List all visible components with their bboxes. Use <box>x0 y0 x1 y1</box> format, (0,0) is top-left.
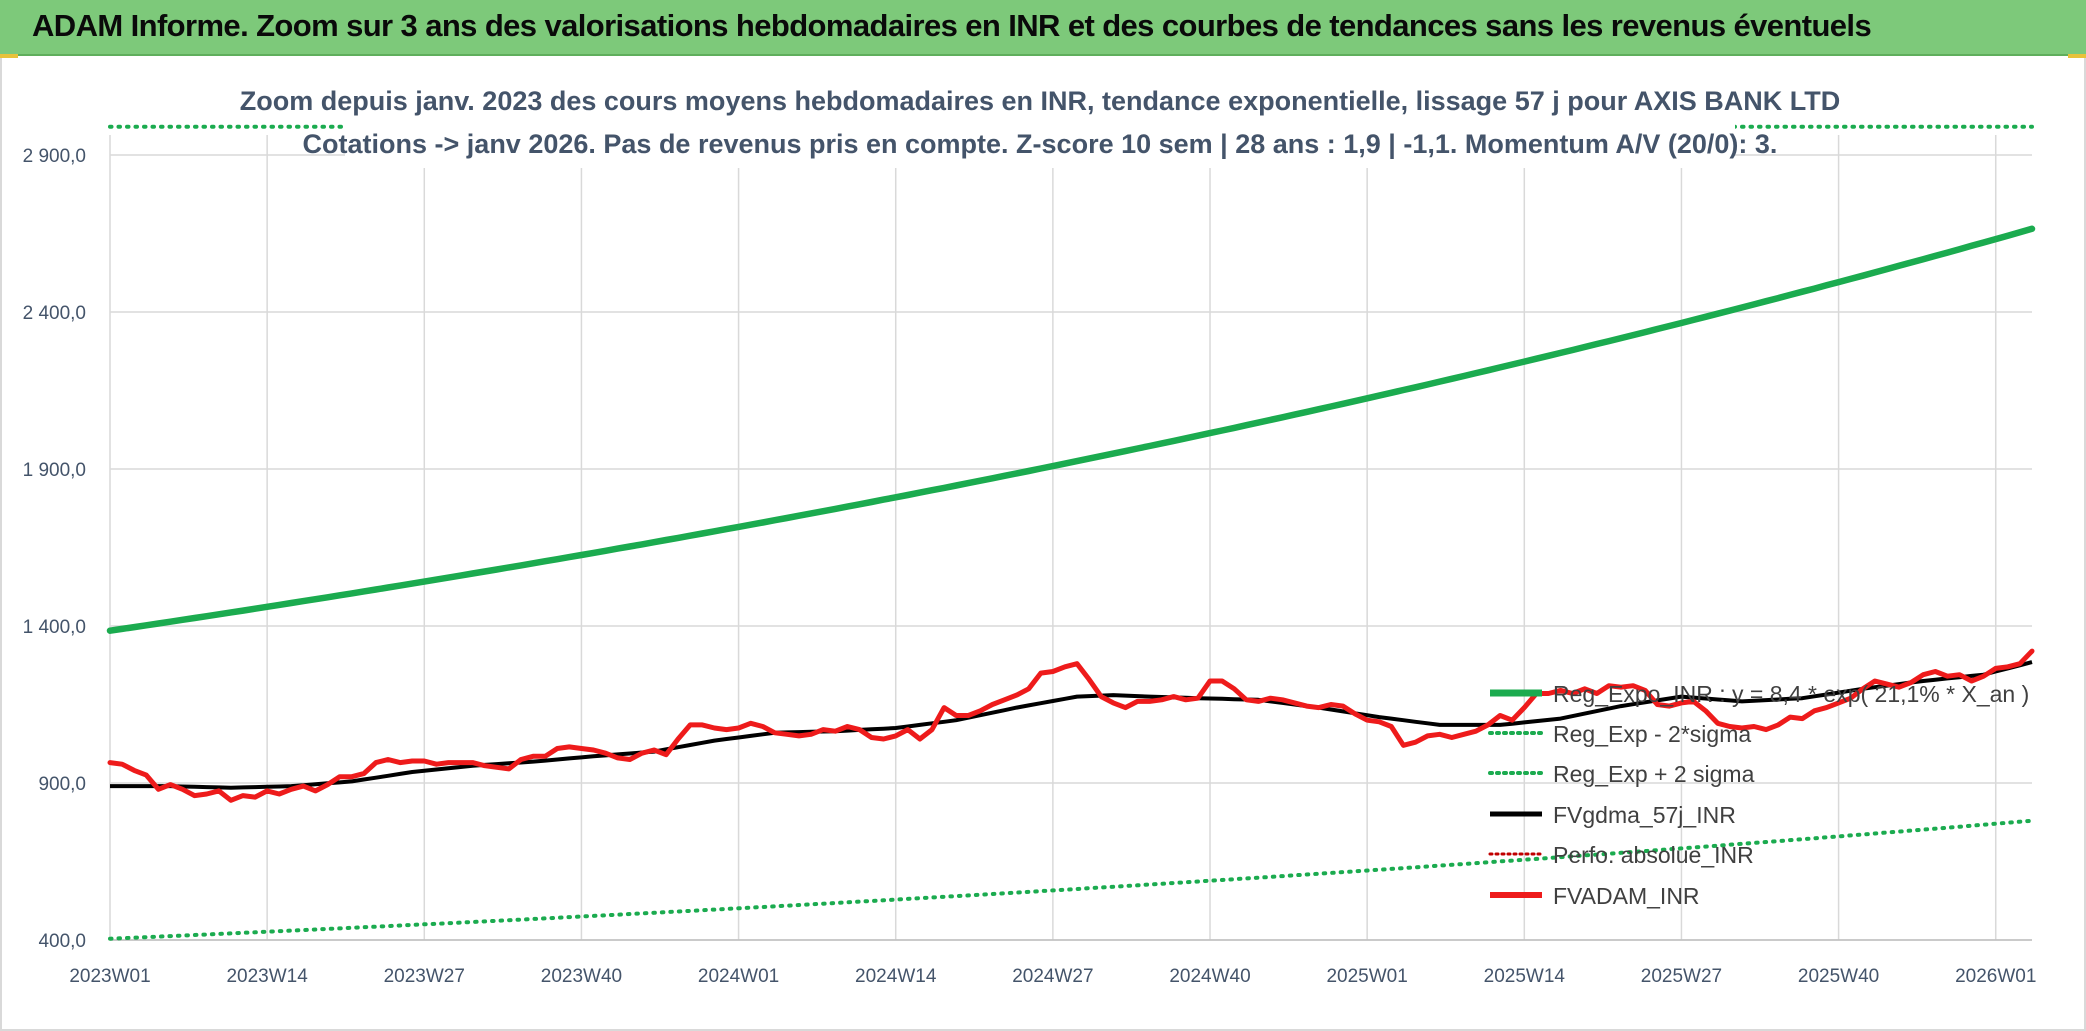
x-tick-label: 2023W40 <box>541 966 622 987</box>
legend-label-fvadam: FVADAM_INR <box>1553 883 1700 909</box>
series-fvgdma-57j <box>110 660 2033 790</box>
y-axis: 400,0 900,0 1 400,0 1 900,0 2 400,0 2 900,0 <box>23 146 86 952</box>
y-tick-label: 400,0 <box>38 931 86 952</box>
corner-accent-left <box>0 54 18 58</box>
legend-label-reg-expo: Reg_Expo_INR : y = 8,4 * exp( 21,1% * X_… <box>1553 681 2029 707</box>
x-axis: 2023W01 2023W14 2023W27 2023W40 2024W01 2024W… <box>69 939 2036 987</box>
series-reg-exp-minus-2sigma <box>108 818 2034 941</box>
chart-title-line-2: Cotations -> janv 2026. Pas de revenus p… <box>303 129 1778 159</box>
y-tick-label: 1 400,0 <box>23 617 86 638</box>
x-tick-label: 2023W01 <box>69 966 150 987</box>
x-tick-label: 2024W40 <box>1169 966 1250 987</box>
legend-label-reg-minus: Reg_Exp - 2*sigma <box>1553 721 1751 747</box>
title-box <box>345 78 1735 168</box>
legend-label-fvgdma: FVgdma_57j_INR <box>1553 802 1736 828</box>
y-tick-label: 2 900,0 <box>23 146 86 167</box>
chart-title-line-1: Zoom depuis janv. 2023 des cours moyens … <box>240 86 1840 116</box>
gridlines <box>109 135 2032 941</box>
series-lines <box>106 124 2036 941</box>
legend-label-reg-plus: Reg_Exp + 2 sigma <box>1553 761 1755 787</box>
legend-label-perfo: Perfo. absolue_INR <box>1553 842 1754 868</box>
x-tick-label: 2025W27 <box>1641 966 1722 987</box>
x-tick-label: 2026W01 <box>1955 966 2036 987</box>
y-tick-label: 2 400,0 <box>23 303 86 324</box>
series-fvadam <box>107 648 2035 803</box>
legend: Reg_Expo_INR : y = 8,4 * exp( 21,1% * X_… <box>1488 681 2029 909</box>
series-reg-expo <box>106 225 2036 634</box>
x-tick-label: 2024W27 <box>1012 966 1093 987</box>
x-tick-label: 2024W01 <box>698 966 779 987</box>
y-tick-label: 1 900,0 <box>23 460 86 481</box>
x-tick-label: 2024W14 <box>855 966 937 987</box>
report-title: ADAM Informe. Zoom sur 3 ans des valoris… <box>32 8 1872 43</box>
x-tick-label: 2023W14 <box>226 966 308 987</box>
header-banner: ADAM Informe. Zoom sur 3 ans des valoris… <box>0 0 2086 56</box>
x-tick-label: 2025W40 <box>1798 966 1879 987</box>
x-tick-label: 2023W27 <box>384 966 465 987</box>
corner-accent-right <box>2068 54 2086 58</box>
y-tick-label: 900,0 <box>38 774 86 795</box>
x-tick-label: 2025W14 <box>1484 966 1566 987</box>
x-tick-label: 2025W01 <box>1326 966 1407 987</box>
